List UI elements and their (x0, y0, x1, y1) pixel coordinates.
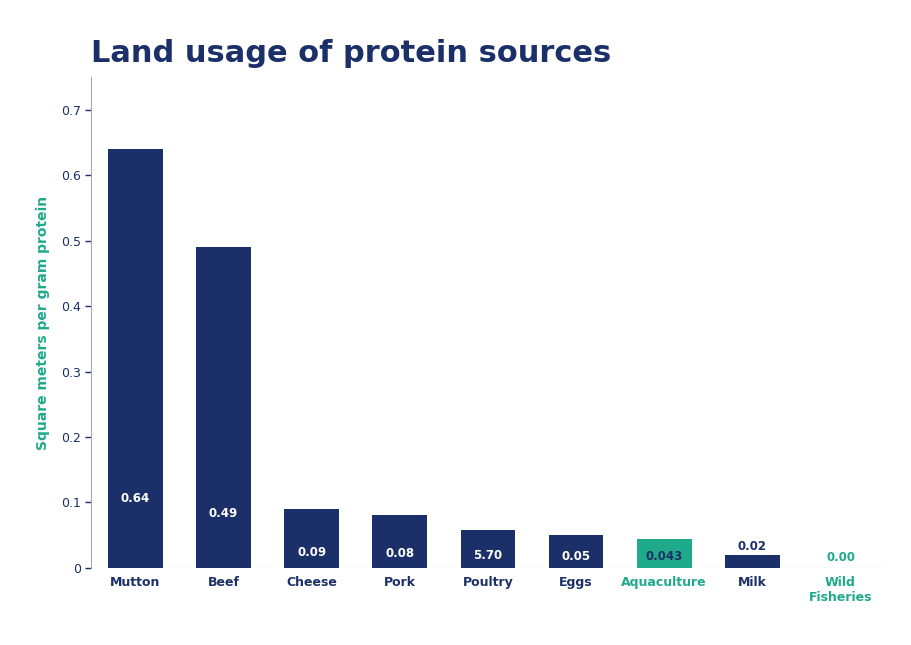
Bar (460, 530, 515, 568)
Text: Mutton: Mutton (110, 577, 160, 590)
Text: 0.043: 0.043 (645, 550, 682, 563)
Text: 0.64: 0.64 (120, 492, 149, 505)
Text: 0.09: 0.09 (297, 546, 326, 559)
Text: Wild
Fisheries: Wild Fisheries (808, 577, 871, 604)
Text: 0.05: 0.05 (561, 550, 590, 562)
Text: Aquaculture: Aquaculture (620, 577, 706, 590)
Bar (284, 509, 339, 568)
Text: 0.08: 0.08 (384, 547, 414, 560)
Text: 0.02: 0.02 (737, 540, 766, 553)
Text: Milk: Milk (737, 577, 766, 590)
Text: Eggs: Eggs (558, 577, 592, 590)
Bar (548, 535, 603, 568)
Y-axis label: Square meters per gram protein: Square meters per gram protein (36, 195, 49, 450)
Bar (196, 247, 251, 568)
Text: 0.49: 0.49 (209, 506, 238, 520)
Text: 0.00: 0.00 (825, 551, 855, 564)
Bar (372, 515, 426, 568)
Text: Cheese: Cheese (286, 577, 337, 590)
Text: 5.70: 5.70 (473, 549, 502, 562)
Bar (724, 555, 779, 568)
Text: Pork: Pork (384, 577, 415, 590)
Bar (107, 149, 162, 568)
Text: Beef: Beef (207, 577, 240, 590)
Bar (636, 539, 691, 568)
Text: Land usage of protein sources: Land usage of protein sources (91, 39, 610, 68)
Text: Poultry: Poultry (462, 577, 513, 590)
